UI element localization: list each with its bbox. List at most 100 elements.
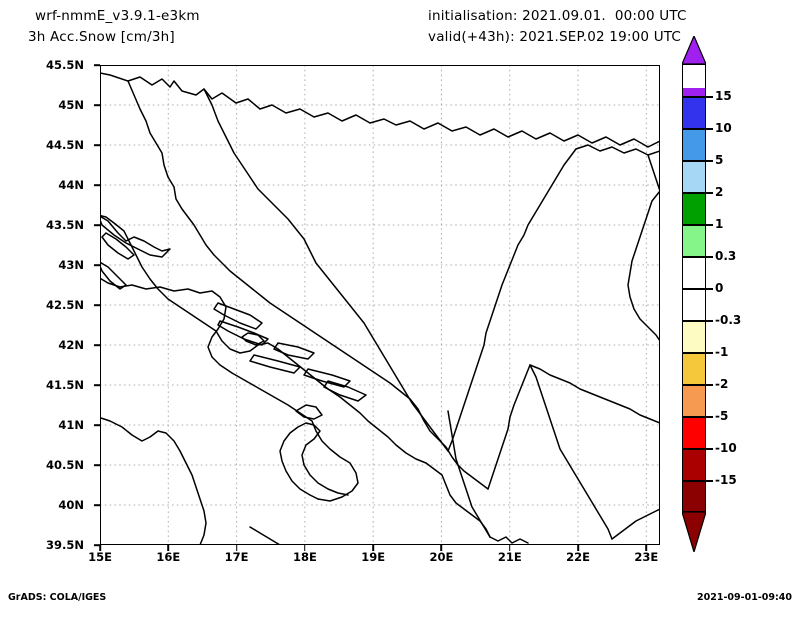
x-tick-mark (99, 545, 101, 551)
colorbar-tick-mark (706, 320, 713, 322)
y-tick-label: 40.5N (46, 458, 84, 472)
colorbar-band (682, 96, 706, 128)
y-tick-label: 39.5N (46, 538, 84, 552)
colorbar-extend-bottom-arrow (682, 512, 706, 552)
colorbar-tick-label: -2 (715, 377, 729, 391)
y-tick-label: 42.5N (46, 298, 84, 312)
y-tick-label: 44N (58, 178, 84, 192)
model-title: wrf-nmmE_v3.9.1-e3km (35, 8, 200, 24)
colorbar-tick-label: -15 (715, 473, 737, 487)
x-tick-mark (440, 545, 443, 551)
colorbar-band (682, 448, 706, 480)
x-tick-label: 19E (361, 550, 386, 564)
initialisation-label: initialisation: 2021.09.01. 00:00 UTC (428, 8, 687, 24)
valid-time-label: valid(+43h): 2021.SEP.02 19:00 UTC (428, 29, 682, 45)
x-axis: 15E 16E 17E 18E 19E 20E 21E 22E 23E (88, 545, 660, 571)
y-tick-mark (94, 224, 100, 226)
colorbar-band-divider (682, 160, 706, 162)
map-plot-area[interactable] (100, 65, 660, 545)
x-tick-mark (167, 545, 170, 551)
y-tick-mark (94, 344, 100, 346)
colorbar-band-divider (682, 320, 706, 322)
colorbar-tick-label: 0.3 (715, 249, 737, 263)
colorbar-tick-label: 5 (715, 153, 724, 167)
colorbar-band (682, 160, 706, 192)
colorbar-tick-label: -0.3 (715, 313, 742, 327)
x-tick-label: 23E (634, 550, 659, 564)
y-tick-label: 42N (58, 338, 84, 352)
colorbar-tick-mark (706, 128, 713, 130)
colorbar-band-divider (682, 256, 706, 258)
colorbar-band-divider (682, 288, 706, 290)
x-tick-label: 20E (429, 550, 454, 564)
colorbar-extend-top-arrow (682, 36, 706, 64)
x-tick-mark (645, 545, 648, 551)
colorbar-tick-label: 0 (715, 281, 724, 295)
colorbar-band-divider (682, 96, 706, 98)
colorbar-band (682, 288, 706, 320)
y-tick-mark (94, 544, 100, 546)
y-tick-label: 40N (58, 498, 84, 512)
colorbar-band (682, 192, 706, 224)
colorbar-band (682, 256, 706, 288)
y-tick-label: 43.5N (46, 218, 84, 232)
x-tick-label: 18E (292, 550, 317, 564)
x-tick-mark (304, 545, 306, 551)
x-tick-label: 15E (88, 550, 112, 564)
colorbar-legend[interactable]: 15 10 5 2 1 0.3 0 -0.3 -1 -2 -5 -10 -15 (682, 36, 741, 552)
colorbar-band-divider (682, 448, 706, 450)
x-tick-mark (235, 545, 238, 551)
y-tick-label: 41.5N (46, 378, 84, 392)
x-tick-mark (372, 545, 374, 551)
colorbar-band (682, 384, 706, 416)
x-tick-mark (508, 545, 511, 551)
y-tick-mark (94, 104, 100, 106)
x-tick-label: 22E (566, 550, 590, 564)
colorbar-band (682, 416, 706, 448)
colorbar-tick-mark (706, 192, 713, 194)
colorbar-tick-label: -10 (715, 441, 737, 455)
colorbar-tick-mark (706, 96, 713, 98)
x-tick-mark (577, 545, 579, 551)
colorbar-tick-label: 15 (715, 89, 732, 103)
colorbar-band (682, 128, 706, 160)
y-tick-label: 41N (58, 418, 84, 432)
y-tick-mark (94, 304, 100, 306)
y-tick-mark (94, 464, 100, 466)
colorbar-tick-mark (706, 416, 713, 418)
colorbar-tick-mark (706, 384, 713, 386)
footer-timestamp: 2021-09-01-09:40 (697, 592, 792, 603)
y-tick-label: 45N (58, 98, 84, 112)
y-tick-label: 45.5N (46, 58, 84, 72)
colorbar-tick-mark (706, 224, 713, 226)
colorbar-tick-label: 10 (715, 121, 732, 135)
colorbar-band (682, 88, 706, 96)
colorbar-band-divider (682, 384, 706, 386)
colorbar-band (682, 352, 706, 384)
colorbar-tick-mark (706, 256, 713, 258)
colorbar-tick-label: 1 (715, 217, 724, 231)
colorbar-tick-label: -1 (715, 345, 729, 359)
colorbar-band (682, 224, 706, 256)
y-tick-label: 43N (58, 258, 84, 272)
y-axis: 39.5N 40N 40.5N 41N 41.5N 42N 42.5N 43N 43.5N 44N… (0, 58, 100, 552)
colorbar-tick-mark (706, 480, 713, 482)
x-tick-label: 21E (497, 550, 522, 564)
colorbar-band-divider (682, 352, 706, 354)
colorbar-tick-mark (706, 288, 713, 290)
y-tick-mark (94, 424, 100, 426)
y-tick-label: 44.5N (46, 138, 84, 152)
y-tick-mark (94, 504, 100, 506)
x-tick-label: 17E (224, 550, 249, 564)
map-geography (100, 65, 660, 545)
colorbar-band-divider (682, 128, 706, 130)
y-tick-mark (94, 64, 100, 66)
colorbar-tick-mark (706, 352, 713, 354)
colorbar-tick-mark (706, 448, 713, 450)
colorbar-band-divider (682, 224, 706, 226)
x-tick-label: 16E (156, 550, 181, 564)
colorbar-band (682, 320, 706, 352)
colorbar-tick-label: 2 (715, 185, 724, 199)
field-title: 3h Acc.Snow [cm/3h] (28, 29, 175, 45)
y-tick-mark (94, 184, 100, 186)
